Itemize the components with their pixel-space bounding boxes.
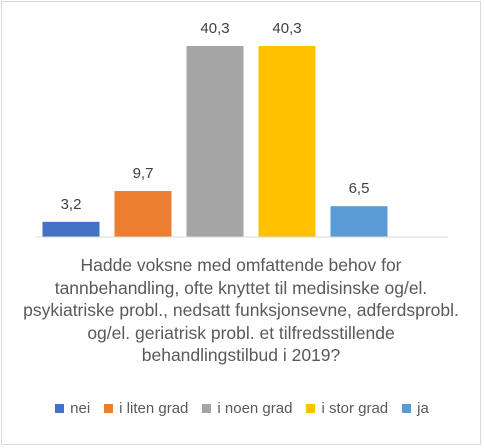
legend-label: i liten grad [119,400,189,417]
bar-2 [114,191,172,237]
data-label-4: 40,3 [272,20,301,37]
legend-label: ja [417,400,429,417]
legend-item-1: nei [55,400,90,417]
legend-swatch [402,404,412,413]
legend-swatch [55,404,65,413]
legend: nei i liten grad i noen grad i stor grad ja [0,400,484,417]
legend-item-3: i noen grad [202,400,292,417]
legend-swatch [202,404,212,413]
legend-item-4: i stor grad [306,400,388,417]
legend-label: i noen grad [217,400,293,417]
data-labels-group: 3,2 9,7 40,3 40,3 6,5 [61,20,370,213]
data-label-5: 6,5 [349,180,370,197]
bars-group [42,46,388,237]
legend-swatch [104,404,114,413]
legend-swatch [306,404,316,413]
legend-label: nei [70,400,91,417]
legend-item-5: ja [402,400,429,417]
legend-item-2: i liten grad [104,400,188,417]
data-label-2: 9,7 [133,165,154,182]
bar-1 [42,221,100,237]
x-axis-title: Hadde voksne med omfattende behov for ta… [23,255,459,365]
legend-label: i stor grad [321,400,389,417]
bar-5 [330,206,388,237]
data-label-3: 40,3 [200,20,229,37]
bar-4 [258,46,316,237]
data-label-1: 3,2 [61,196,82,213]
bar-3 [186,46,244,237]
